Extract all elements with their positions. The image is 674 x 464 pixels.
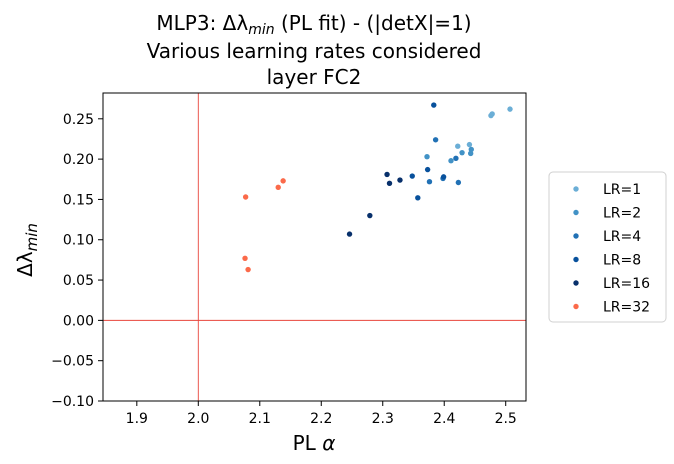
x-tick-label: 1.9: [126, 411, 148, 427]
legend-marker: [573, 303, 579, 310]
x-tick-label: 2.2: [310, 411, 332, 427]
data-point: [280, 178, 286, 184]
legend-entry-label: LR=16: [603, 276, 650, 292]
y-tick-label: −0.10: [51, 394, 94, 410]
y-axis-ticks: −0.10 −0.05 0.00 0.05 0.10 0.15 0.20 0.25: [51, 112, 103, 410]
legend-entry-label: LR=2: [603, 206, 641, 222]
legend-entry-label: LR=4: [603, 229, 641, 245]
y-tick-label: 0.10: [63, 233, 94, 249]
legend: LR=1 LR=2 LR=4 LR=8 LR=16 LR=32: [548, 171, 667, 323]
reference-lines: [103, 93, 526, 401]
title-line-1: MLP3: Δλmin (PL fit) - (|detX|=1): [156, 11, 471, 38]
data-point: [367, 212, 373, 219]
data-point: [424, 166, 431, 173]
data-point: [455, 143, 461, 149]
legend-marker: [573, 233, 579, 239]
legend-marker: [573, 256, 579, 263]
data-points: [242, 102, 513, 273]
y-tick-label: −0.05: [51, 354, 94, 370]
data-point: [242, 255, 248, 261]
y-tick-label: 0.25: [63, 112, 94, 128]
data-point: [424, 153, 430, 160]
data-point: [242, 194, 249, 200]
x-tick-label: 2.3: [372, 411, 394, 427]
data-point: [440, 174, 447, 180]
data-point: [432, 137, 439, 143]
y-tick-label: 0.20: [63, 152, 94, 168]
x-tick-label: 2.0: [187, 411, 209, 427]
data-point: [431, 102, 437, 108]
legend-entry-label: LR=1: [603, 182, 641, 198]
chart-title: MLP3: Δλmin (PL fit) - (|detX|=1) Variou…: [147, 11, 482, 89]
data-point: [448, 158, 454, 164]
x-tick-label: 2.4: [433, 411, 455, 427]
data-point: [466, 141, 473, 148]
data-point: [468, 146, 474, 153]
data-point: [384, 171, 390, 178]
data-point: [245, 266, 251, 273]
legend-box: [548, 171, 667, 323]
data-point: [275, 184, 281, 191]
data-point: [409, 173, 415, 179]
data-point: [426, 178, 433, 185]
data-point: [459, 149, 465, 156]
legend-marker: [573, 186, 579, 192]
legend-marker: [573, 280, 579, 286]
data-point: [455, 179, 462, 186]
y-tick-label: 0.00: [63, 313, 94, 329]
title-line-2: Various learning rates considered: [147, 39, 482, 63]
x-tick-label: 2.5: [495, 411, 517, 427]
y-tick-label: 0.15: [63, 192, 94, 208]
x-tick-label: 2.1: [249, 411, 271, 427]
legend-marker: [573, 209, 579, 216]
data-point: [346, 231, 353, 237]
data-point: [453, 155, 459, 162]
title-line-3: layer FC2: [267, 65, 362, 89]
x-axis-ticks: 1.9 2.0 2.1 2.2 2.3 2.4 2.5: [126, 401, 517, 427]
data-point: [397, 177, 403, 183]
data-point: [507, 106, 513, 112]
legend-entry-label: LR=32: [603, 300, 650, 316]
y-tick-label: 0.05: [63, 273, 94, 289]
data-point: [467, 150, 474, 157]
data-point: [489, 111, 495, 117]
data-point: [386, 180, 393, 187]
data-point: [415, 195, 421, 201]
legend-entry-label: LR=8: [603, 253, 641, 269]
x-axis-label: PL α: [293, 431, 336, 455]
plot-area: [102, 92, 527, 402]
y-axis-label: Δλmin: [13, 223, 41, 277]
